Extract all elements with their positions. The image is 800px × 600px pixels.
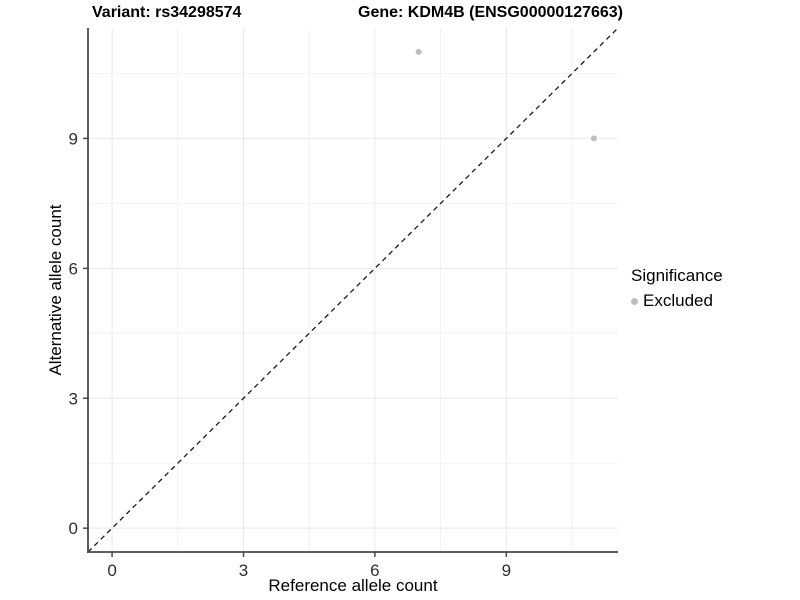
data-point	[590, 135, 597, 142]
plot-title-variant: Variant: rs34298574	[92, 4, 242, 21]
y-tick-label: 3	[69, 389, 78, 408]
legend-title: Significance	[631, 266, 723, 285]
legend-point-icon	[631, 297, 638, 305]
y-tick-label: 9	[69, 129, 78, 148]
y-tick-label: 6	[69, 259, 78, 278]
y-axis-title: Alternative allele count	[46, 204, 65, 376]
plot-title-gene: Gene: KDM4B (ENSG00000127663)	[358, 4, 624, 21]
data-point	[415, 48, 422, 55]
x-tick-label: 9	[502, 561, 511, 580]
identity-reference-line	[87, 27, 619, 553]
y-tick-label: 0	[69, 519, 78, 538]
x-axis-title: Reference allele count	[268, 576, 438, 595]
legend-item-label: Excluded	[643, 291, 713, 310]
x-tick-label: 0	[107, 561, 116, 580]
legend: Significance Excluded	[631, 266, 723, 311]
x-tick-label: 3	[239, 561, 248, 580]
legend-item-excluded: Excluded	[631, 291, 723, 311]
x-tick-label: 6	[370, 561, 379, 580]
